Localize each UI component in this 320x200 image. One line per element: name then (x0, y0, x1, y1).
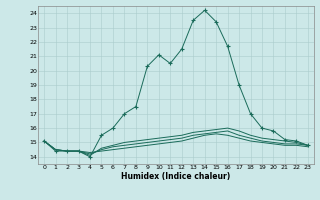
X-axis label: Humidex (Indice chaleur): Humidex (Indice chaleur) (121, 172, 231, 181)
